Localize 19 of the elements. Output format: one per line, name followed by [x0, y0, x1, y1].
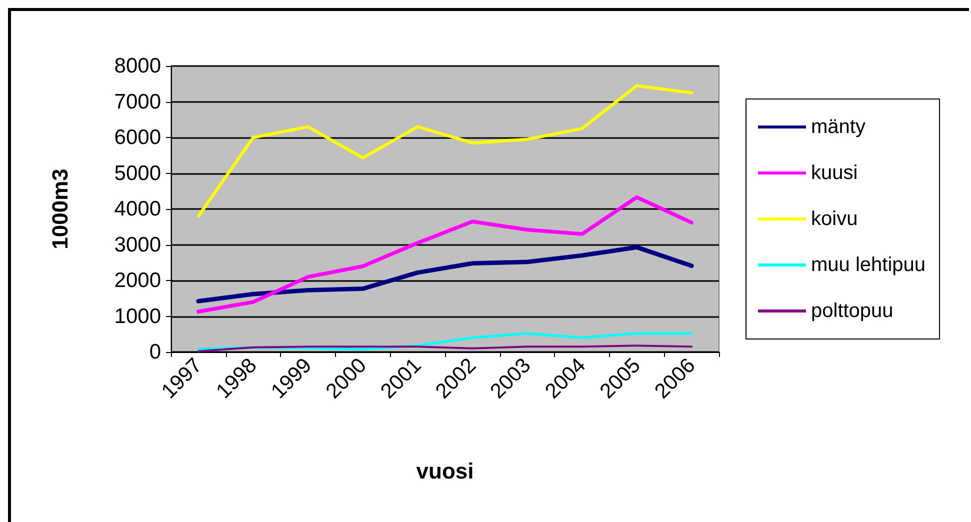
legend-label: mänty [811, 116, 866, 138]
line-series [196, 195, 694, 314]
legend-label: polttopuu [811, 300, 894, 322]
y-tick-label: 4000 [114, 198, 161, 220]
y-tick-label: 8000 [114, 54, 161, 78]
x-axis-title: vuosi [416, 458, 474, 484]
y-tick-label: 0 [149, 340, 161, 364]
y-tick-label: 6000 [114, 126, 161, 149]
line-series [196, 84, 694, 218]
y-axis-title: 1000m3 [48, 168, 72, 250]
legend-label: muu lehtipuu [811, 254, 926, 276]
y-tick-label: 7000 [114, 90, 161, 114]
line-series [196, 245, 694, 304]
legend-label: kuusi [811, 162, 858, 184]
y-tick-label: 2000 [114, 269, 161, 292]
legend-label: koivu [811, 208, 858, 230]
y-tick-label: 5000 [114, 162, 161, 185]
y-tick-label: 3000 [114, 233, 161, 256]
y-tick-label: 1000 [114, 304, 161, 328]
